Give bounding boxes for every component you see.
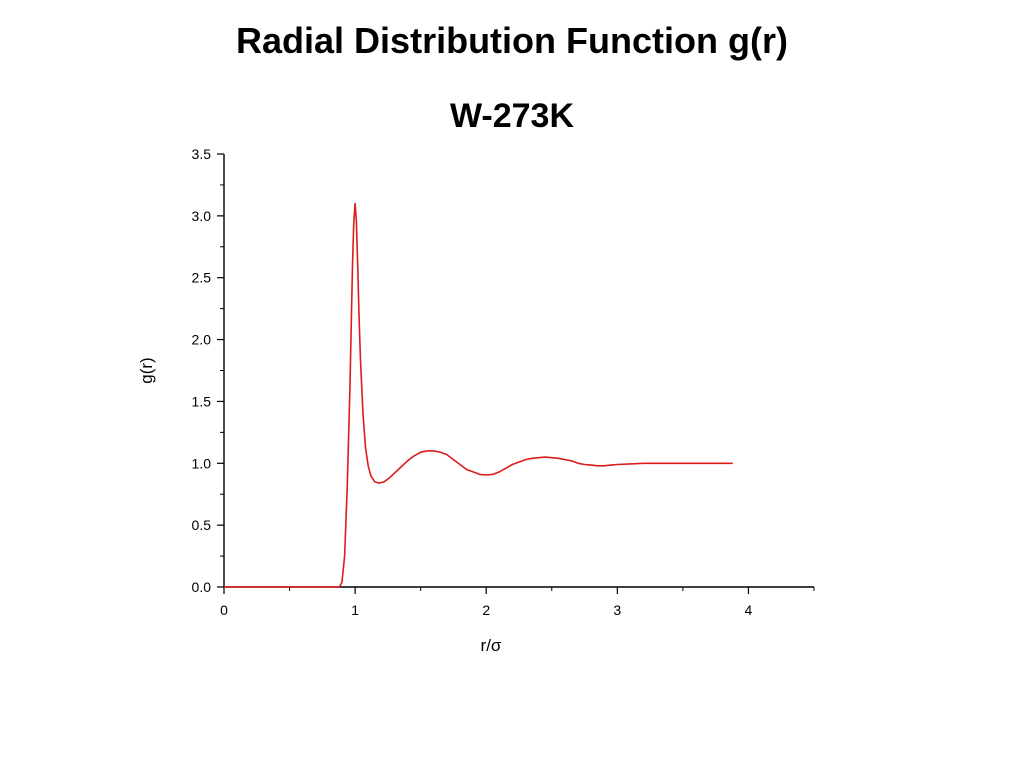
y-axis-ticks: 0.0 0.5 1.0 1.5 2.0 2.5 3.0 3.5	[192, 146, 224, 595]
y-tick-label: 0.5	[192, 517, 212, 533]
y-tick-label: 3.5	[192, 146, 212, 162]
slide-subtitle: W-273K	[449, 97, 574, 135]
x-tick-label: 3	[613, 602, 621, 618]
x-axis-label: r/σ	[481, 636, 502, 655]
x-tick-label: 1	[351, 602, 359, 618]
series-line	[224, 202, 733, 588]
x-axis-ticks: 0 1 2 3 4	[220, 587, 815, 618]
y-tick-label: 2.5	[192, 270, 212, 286]
y-tick-label: 0.0	[192, 579, 212, 595]
x-tick-label: 0	[220, 602, 228, 618]
y-tick-label: 2.0	[192, 332, 212, 348]
x-tick-label: 2	[482, 602, 490, 618]
x-tick-label: 4	[745, 602, 753, 618]
slide-title: Radial Distribution Function g(r)	[236, 20, 788, 61]
y-tick-label: 1.0	[192, 455, 212, 471]
y-tick-label: 1.5	[192, 393, 212, 409]
y-axis-label: g(r)	[137, 357, 156, 383]
y-tick-label: 3.0	[192, 208, 212, 224]
chart-axes	[223, 154, 814, 588]
